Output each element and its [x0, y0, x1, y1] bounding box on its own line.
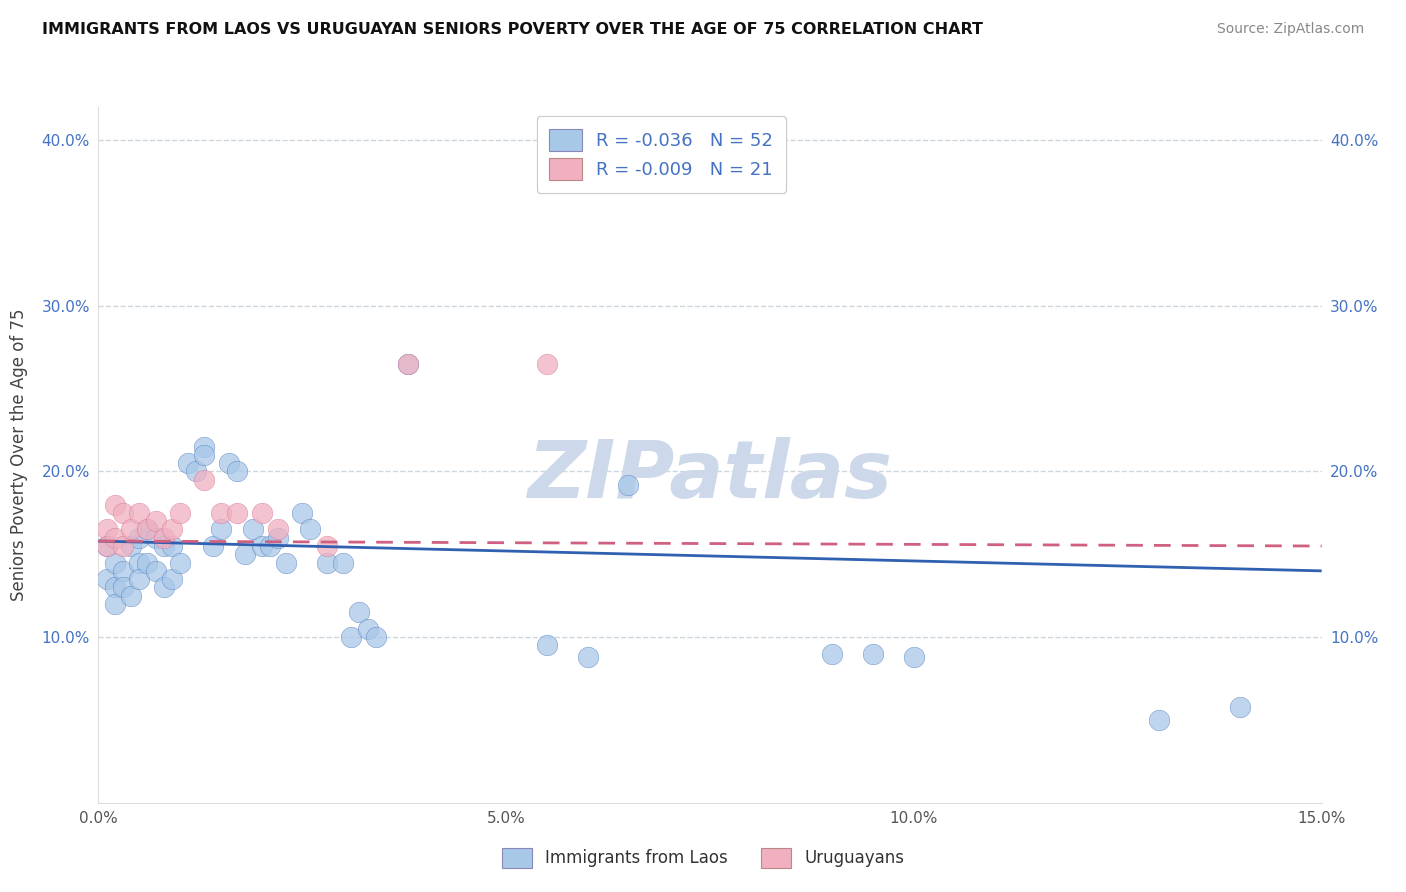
Point	[145, 564, 167, 578]
Point	[177, 456, 200, 470]
Point	[136, 523, 159, 537]
Point	[299, 523, 322, 537]
Point	[128, 506, 150, 520]
Point	[267, 531, 290, 545]
Point	[169, 506, 191, 520]
Point	[201, 539, 224, 553]
Point	[536, 639, 558, 653]
Point	[315, 539, 337, 553]
Point	[120, 589, 142, 603]
Point	[332, 556, 354, 570]
Point	[128, 531, 150, 545]
Point	[193, 440, 215, 454]
Point	[226, 465, 249, 479]
Point	[104, 531, 127, 545]
Point	[186, 465, 208, 479]
Point	[111, 539, 134, 553]
Point	[862, 647, 884, 661]
Point	[340, 630, 363, 644]
Point	[152, 581, 174, 595]
Point	[111, 506, 134, 520]
Point	[128, 556, 150, 570]
Point	[209, 506, 232, 520]
Point	[233, 547, 256, 561]
Point	[291, 506, 314, 520]
Point	[250, 539, 273, 553]
Y-axis label: Seniors Poverty Over the Age of 75: Seniors Poverty Over the Age of 75	[10, 309, 28, 601]
Point	[274, 556, 297, 570]
Point	[104, 597, 127, 611]
Point	[96, 572, 118, 586]
Point	[250, 506, 273, 520]
Point	[96, 523, 118, 537]
Point	[145, 514, 167, 528]
Point	[96, 539, 118, 553]
Point	[120, 523, 142, 537]
Point	[96, 539, 118, 553]
Point	[120, 539, 142, 553]
Point	[617, 477, 640, 491]
Point	[104, 581, 127, 595]
Point	[145, 531, 167, 545]
Point	[356, 622, 378, 636]
Point	[821, 647, 844, 661]
Point	[226, 506, 249, 520]
Point	[259, 539, 281, 553]
Point	[104, 556, 127, 570]
Point	[160, 572, 183, 586]
Point	[364, 630, 387, 644]
Point	[396, 357, 419, 371]
Point	[536, 357, 558, 371]
Point	[152, 531, 174, 545]
Point	[1147, 713, 1170, 727]
Point	[396, 357, 419, 371]
Point	[315, 556, 337, 570]
Text: Source: ZipAtlas.com: Source: ZipAtlas.com	[1216, 22, 1364, 37]
Point	[349, 605, 371, 619]
Point	[160, 539, 183, 553]
Point	[111, 581, 134, 595]
Point	[1229, 699, 1251, 714]
Point	[193, 473, 215, 487]
Point	[267, 523, 290, 537]
Point	[136, 523, 159, 537]
Point	[903, 650, 925, 665]
Point	[160, 523, 183, 537]
Point	[136, 556, 159, 570]
Point	[152, 539, 174, 553]
Point	[576, 650, 599, 665]
Point	[242, 523, 264, 537]
Point	[111, 564, 134, 578]
Point	[104, 498, 127, 512]
Point	[209, 523, 232, 537]
Point	[128, 572, 150, 586]
Point	[218, 456, 240, 470]
Text: ZIPatlas: ZIPatlas	[527, 437, 893, 515]
Point	[193, 448, 215, 462]
Text: IMMIGRANTS FROM LAOS VS URUGUAYAN SENIORS POVERTY OVER THE AGE OF 75 CORRELATION: IMMIGRANTS FROM LAOS VS URUGUAYAN SENIOR…	[42, 22, 983, 37]
Legend: Immigrants from Laos, Uruguayans: Immigrants from Laos, Uruguayans	[495, 841, 911, 875]
Legend: R = -0.036   N = 52, R = -0.009   N = 21: R = -0.036 N = 52, R = -0.009 N = 21	[537, 116, 786, 193]
Point	[169, 556, 191, 570]
